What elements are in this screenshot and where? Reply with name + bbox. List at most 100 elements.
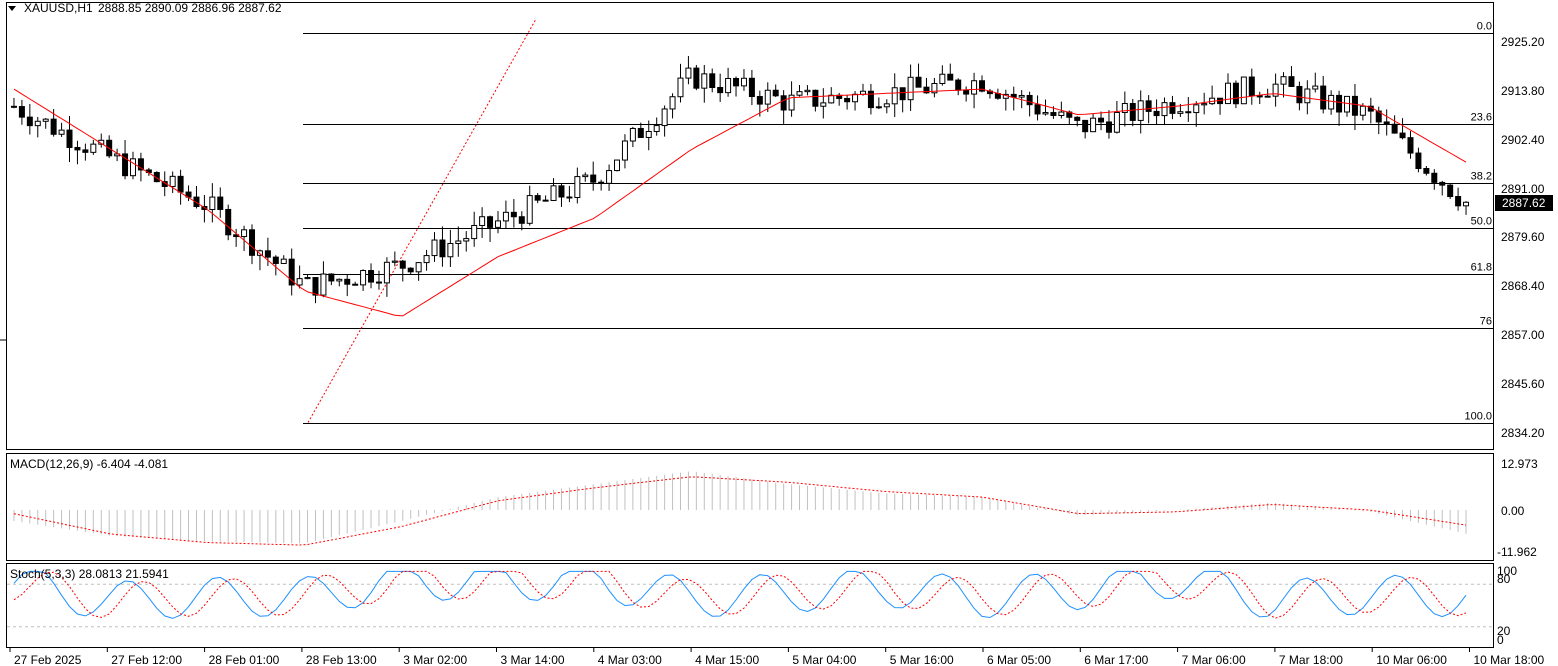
- candle-body: [756, 96, 763, 105]
- candle-body: [534, 195, 541, 201]
- candle-body: [74, 146, 81, 151]
- candle-body: [90, 143, 97, 153]
- candle-body: [677, 77, 684, 98]
- candle-body: [693, 67, 700, 89]
- time-label: 28 Feb 01:00: [209, 653, 280, 666]
- time-label: 27 Feb 2025: [14, 653, 82, 666]
- candle-body: [1034, 104, 1041, 115]
- candle-body: [1193, 104, 1200, 114]
- fib-level-label: 50.0: [1471, 216, 1492, 228]
- candle-body: [725, 77, 732, 94]
- candle-body: [915, 76, 922, 88]
- candle-body: [447, 242, 454, 258]
- candle-body: [796, 91, 803, 96]
- candle-body: [439, 239, 446, 258]
- candle-body: [479, 216, 486, 226]
- ohlc-header: 2888.85 2890.09 2886.96 2887.62: [98, 1, 282, 15]
- candle-body: [1248, 76, 1255, 97]
- candle-body: [1264, 95, 1271, 98]
- fib-level-label: 38.2: [1471, 171, 1492, 183]
- candle-body: [241, 229, 248, 238]
- candle-body: [360, 270, 367, 286]
- candle-body: [328, 273, 335, 282]
- candle-body: [1082, 119, 1089, 133]
- candle-body: [1280, 76, 1287, 85]
- candle-body: [368, 270, 375, 283]
- fibonacci-lines[interactable]: 0.0 23.6 38.2 50.0 61.8 76 100.0: [303, 18, 1493, 424]
- candle-body: [891, 87, 898, 105]
- candle-body: [1351, 95, 1358, 116]
- candle-body: [1050, 112, 1057, 116]
- candle-body: [1304, 88, 1311, 104]
- candle-body: [1344, 95, 1351, 113]
- candle-body: [1074, 116, 1081, 121]
- candle-body: [169, 175, 176, 187]
- candle-body: [669, 96, 676, 110]
- candle-body: [931, 83, 938, 94]
- candle-body: [947, 73, 954, 81]
- candle-body: [598, 181, 605, 184]
- candle-body: [764, 89, 771, 105]
- candle-body: [193, 196, 200, 207]
- candle-body: [463, 238, 470, 242]
- candle-body: [391, 260, 398, 263]
- candle-body: [1336, 94, 1343, 113]
- candle-body: [249, 229, 256, 256]
- candle-body: [288, 258, 295, 286]
- macd-series: [13, 471, 1467, 546]
- candle-body: [740, 77, 747, 87]
- candle-body: [1312, 85, 1319, 90]
- time-label: 4 Mar 03:00: [598, 653, 662, 666]
- price-axis: 2925.20 2913.80 2902.40 2891.00 2879.60 …: [1501, 35, 1545, 440]
- candle-body: [320, 273, 327, 296]
- candle-body: [280, 258, 287, 264]
- candle-body: [153, 172, 160, 183]
- candle-body: [352, 283, 359, 286]
- candle-body: [1320, 85, 1327, 110]
- time-label: 7 Mar 18:00: [1279, 653, 1343, 666]
- macd-signal-line: [13, 476, 1467, 546]
- candle-body: [423, 255, 430, 264]
- candle-body: [899, 87, 906, 101]
- candle-body: [336, 278, 343, 282]
- stoch-tick: 0: [1497, 633, 1504, 647]
- macd-title: MACD(12,26,9) -6.404 -4.081: [10, 457, 168, 471]
- candle-body: [1296, 85, 1303, 104]
- candle-body: [963, 89, 970, 95]
- time-label: 27 Feb 12:00: [111, 653, 182, 666]
- candle-body: [852, 93, 859, 103]
- candle-body: [1129, 103, 1136, 121]
- symbol-dropdown-icon[interactable]: [8, 6, 16, 11]
- time-label: 3 Mar 14:00: [501, 653, 565, 666]
- candle-body: [653, 125, 660, 132]
- candle-body: [34, 120, 41, 127]
- candle-body: [272, 256, 279, 264]
- candle-body: [1232, 82, 1239, 105]
- macd-tick: -11.962: [1497, 545, 1537, 559]
- candle-body: [58, 129, 65, 135]
- candle-body: [1328, 94, 1335, 110]
- candle-body: [606, 170, 613, 184]
- candle-body: [788, 94, 795, 111]
- candle-body: [1153, 110, 1160, 117]
- fib-level-label: 0.0: [1477, 21, 1492, 33]
- candle-body: [502, 211, 509, 222]
- stoch-tick: 80: [1497, 572, 1511, 586]
- candle-body: [1439, 181, 1446, 186]
- time-label: 10 Mar 18:00: [1474, 653, 1545, 666]
- candle-body: [883, 103, 890, 108]
- candle-body: [1058, 111, 1065, 116]
- candle-body: [1272, 83, 1279, 97]
- candle-body: [701, 73, 708, 89]
- candle-body: [304, 277, 311, 280]
- price-tick: 2868.40: [1501, 279, 1545, 293]
- price-tick: 2845.60: [1501, 377, 1545, 391]
- candle-body: [137, 158, 144, 171]
- candle-body: [1423, 168, 1430, 174]
- price-tick: 2834.20: [1501, 426, 1545, 440]
- candle-body: [225, 208, 232, 236]
- candle-body: [820, 102, 827, 107]
- candle-body: [1391, 123, 1398, 134]
- candle-body: [383, 261, 390, 284]
